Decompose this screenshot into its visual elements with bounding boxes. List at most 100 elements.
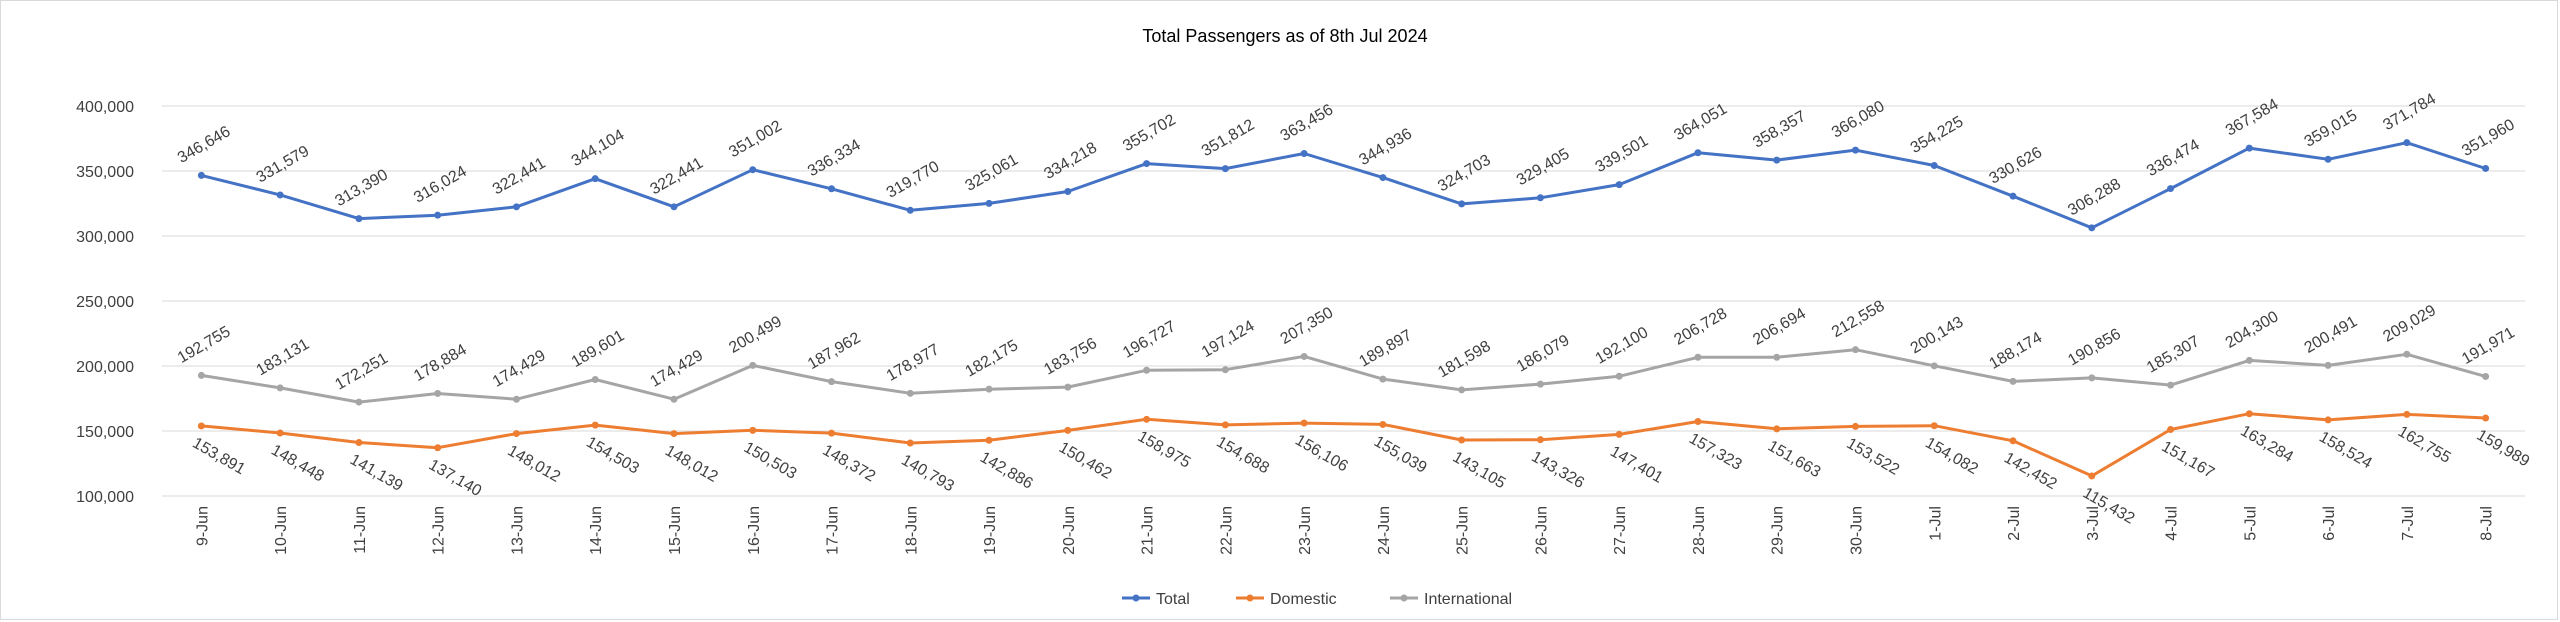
data-point [828, 378, 836, 386]
data-label: 364,051 [1671, 101, 1730, 145]
series-international: 192,755 183,131 172,251 178,884 174,429 189,6… [175, 297, 2518, 406]
data-point [591, 421, 599, 429]
data-point [197, 422, 205, 430]
data-point [2088, 472, 2096, 480]
series-group: 346,646 331,579 313,390 316,024 322,441 344,1… [175, 90, 2532, 527]
y-tick-label: 200,000 [76, 359, 134, 376]
gridlines [162, 105, 2525, 497]
data-label: 344,104 [569, 126, 628, 170]
data-label: 344,936 [1356, 125, 1415, 169]
data-point [1143, 160, 1151, 168]
data-label: 339,501 [1593, 132, 1652, 176]
legend-item-domestic: Domestic [1236, 591, 1337, 608]
data-point [828, 429, 836, 437]
legend-label: Total [1156, 591, 1190, 608]
data-label: 204,300 [2223, 308, 2282, 352]
data-label: 187,962 [805, 329, 864, 373]
y-tick-label: 100,000 [76, 489, 134, 506]
data-point [2324, 361, 2332, 369]
data-point [1300, 419, 1308, 427]
y-tick-label: 350,000 [76, 164, 134, 181]
x-tick-label: 21-Jun [1140, 506, 1157, 555]
data-label: 158,524 [2316, 429, 2375, 473]
data-label: 322,441 [490, 155, 549, 199]
data-label: 163,284 [2237, 422, 2296, 466]
data-label: 178,977 [884, 341, 943, 385]
x-tick-label: 13-Jun [509, 506, 526, 555]
x-tick-label: 27-Jun [1612, 506, 1629, 555]
series-line [199, 141, 2488, 230]
data-label: 351,002 [726, 117, 785, 161]
data-point [197, 171, 205, 179]
data-label: 191,971 [2459, 324, 2518, 368]
data-label: 151,167 [2159, 438, 2218, 482]
y-tick-label: 400,000 [76, 99, 134, 116]
data-point [1615, 181, 1623, 189]
data-label: 207,350 [1278, 304, 1337, 348]
data-label: 206,728 [1671, 305, 1730, 349]
data-label: 371,784 [2380, 90, 2439, 134]
legend-swatch-point [1400, 594, 1408, 602]
data-point [2088, 224, 2096, 232]
data-point [2167, 185, 2175, 193]
data-label: 200,143 [1908, 314, 1967, 358]
data-point [906, 206, 914, 214]
data-point [1143, 415, 1151, 423]
data-label: 150,462 [1056, 439, 1115, 483]
data-point [2245, 356, 2253, 364]
data-label: 196,727 [1120, 318, 1179, 362]
data-label: 334,218 [1041, 139, 1100, 183]
x-tick-label: 25-Jun [1455, 506, 1472, 555]
data-point [2009, 437, 2017, 445]
data-point [670, 430, 678, 438]
x-tick-label: 16-Jun [746, 506, 763, 555]
data-label: 154,082 [1922, 434, 1981, 478]
data-point [276, 429, 284, 437]
data-point [1930, 362, 1938, 370]
data-point [355, 439, 363, 447]
data-point [985, 436, 993, 444]
data-label: 206,694 [1750, 305, 1809, 349]
data-label: 200,499 [726, 313, 785, 357]
data-point [985, 385, 993, 393]
data-label: 329,405 [1514, 146, 1573, 190]
data-label: 162,755 [2395, 423, 2454, 467]
data-point [2009, 377, 2017, 385]
data-point [1615, 430, 1623, 438]
data-label: 209,029 [2380, 302, 2439, 346]
data-point [355, 215, 363, 223]
x-tick-label: 28-Jun [1691, 506, 1708, 555]
data-label: 367,584 [2223, 96, 2282, 140]
x-tick-label: 18-Jun [903, 506, 920, 555]
data-point [591, 376, 599, 384]
data-point [1930, 422, 1938, 430]
data-point [1300, 150, 1308, 158]
legend-label: International [1424, 591, 1512, 608]
data-point [2167, 425, 2175, 433]
data-label: 174,429 [490, 347, 549, 391]
x-tick-label: 3-Jul [2085, 506, 2102, 541]
legend: Total Domestic International [1122, 591, 1512, 608]
data-label: 192,100 [1593, 324, 1652, 368]
data-label: 155,039 [1371, 433, 1430, 477]
data-point [1536, 194, 1544, 202]
data-label: 159,989 [2474, 427, 2533, 471]
x-tick-label: 9-Jun [194, 506, 211, 546]
data-label: 200,491 [2302, 313, 2361, 357]
data-label: 178,884 [411, 341, 470, 385]
data-label: 185,307 [2144, 333, 2203, 377]
data-label: 351,960 [2459, 116, 2518, 160]
data-point [1694, 417, 1702, 425]
data-label: 190,856 [2065, 326, 2124, 370]
data-label: 189,897 [1356, 327, 1415, 371]
data-point [1221, 366, 1229, 374]
data-point [2167, 381, 2175, 389]
data-point [2088, 374, 2096, 382]
data-point [670, 395, 678, 403]
data-point [512, 430, 520, 438]
x-tick-label: 11-Jun [352, 506, 369, 554]
data-label: 142,886 [977, 449, 1036, 493]
data-point [1458, 200, 1466, 208]
x-tick-label: 24-Jun [1376, 506, 1393, 555]
